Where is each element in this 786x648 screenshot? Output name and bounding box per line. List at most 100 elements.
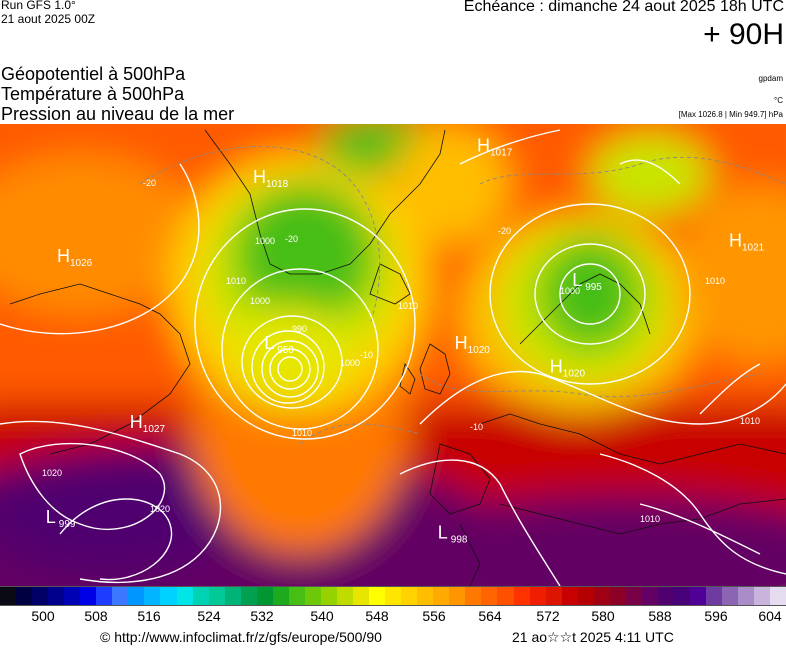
isobar-label: 990 [292, 324, 307, 334]
scale-tick-label: 564 [478, 608, 502, 624]
low-pressure-center: L 999 [46, 507, 76, 530]
isobar-labels: 1010 1010 1000 990 1000 1010 1000 1020 1020 1010 1… [42, 236, 760, 524]
center-type: L [438, 523, 448, 543]
scale-swatch [80, 587, 97, 605]
scale-swatch [513, 587, 530, 605]
center-type: H [729, 230, 742, 250]
scale-swatch [433, 587, 450, 605]
scale-tick-label: 556 [422, 608, 446, 624]
run-date: 21 aout 2025 00Z [1, 12, 96, 26]
center-type: L [264, 333, 274, 353]
scale-swatch [144, 587, 161, 605]
isobars [0, 129, 786, 586]
scale-swatch [336, 587, 354, 605]
scale-swatch [401, 587, 418, 605]
scale-swatch [722, 587, 739, 605]
scale-swatch [48, 587, 65, 605]
isobar-label: 1010 [398, 301, 418, 311]
high-pressure-center: H 1017 [477, 136, 513, 159]
scale-swatch [208, 587, 225, 605]
geopotential-field [0, 124, 786, 586]
temperature-labels: -20 -20 -20 -10 -10 [143, 178, 511, 432]
scale-tick-label: 604 [758, 608, 782, 624]
center-type: L [572, 270, 582, 290]
generation-time: 21 ao☆☆t 2025 4:11 UTC [512, 629, 674, 645]
scale-swatch [224, 587, 241, 605]
high-pressure-center: H 1021 [729, 230, 765, 253]
scale-tick-label: 500 [31, 608, 55, 624]
scale-swatch [96, 587, 113, 605]
scale-swatch [32, 587, 49, 605]
copyright-url[interactable]: © http://www.infoclimat.fr/z/gfs/europe/… [100, 629, 382, 645]
temp-unit: °C [774, 96, 783, 105]
low-pressure-center: L 995 [572, 270, 602, 293]
param-temperature: Température à 500hPa [1, 84, 185, 104]
weather-map[interactable]: H 1026 H 1018 H 1017 H 1021 H 1027 L 950 L 995 H 1020 H 1… [0, 124, 786, 586]
scale-swatch [64, 587, 81, 605]
scale-swatch [593, 587, 610, 605]
scale-swatch [369, 587, 386, 605]
scale-swatch [545, 587, 562, 605]
scale-swatch [706, 587, 723, 605]
scale-swatch [738, 587, 755, 605]
scale-tick-label: 532 [250, 608, 274, 624]
pressure-range: [Max 1026.8 | Min 949.7] hPa [678, 110, 783, 119]
high-pressure-center: H 1018 [253, 167, 289, 190]
color-scale-labels: 500 508 516 524 532 540 548 556 564 572 580 588 596 6… [0, 608, 786, 628]
color-scale [0, 586, 786, 606]
scale-tick-label: 596 [704, 608, 728, 624]
scale-swatch [240, 587, 257, 605]
scale-tick-label: 588 [648, 608, 672, 624]
scale-swatch [449, 587, 466, 605]
high-pressure-center: H 1026 [57, 246, 93, 269]
scale-tick-label: 516 [137, 608, 161, 624]
center-value: 995 [585, 282, 602, 293]
scale-swatch [673, 587, 691, 605]
scale-swatch [0, 587, 17, 605]
isobar-label: 1020 [150, 504, 170, 514]
center-type: H [130, 412, 143, 432]
scale-swatch [128, 587, 145, 605]
scale-swatch [16, 587, 33, 605]
center-value: 1018 [266, 179, 289, 190]
scale-swatch [625, 587, 642, 605]
center-type: H [455, 333, 468, 353]
center-type: H [253, 167, 266, 187]
scale-swatch [353, 587, 370, 605]
scale-swatch [288, 587, 305, 605]
center-type: L [46, 507, 56, 527]
scale-swatch [192, 587, 209, 605]
temperature-label: -20 [285, 234, 298, 244]
source-code: gpdam [758, 74, 783, 83]
scale-swatch [272, 587, 289, 605]
scale-swatch [320, 587, 337, 605]
center-type: H [57, 246, 70, 266]
scale-swatch [112, 587, 129, 605]
center-type: H [550, 357, 563, 377]
scale-swatch [256, 587, 273, 605]
isobar-label: 1010 [292, 428, 312, 438]
center-value: 998 [451, 535, 468, 546]
scale-swatch [657, 587, 674, 605]
scale-swatch [690, 587, 707, 605]
scale-tick-label: 540 [310, 608, 334, 624]
isobar-label: 1010 [226, 276, 246, 286]
isobar-label: 1010 [740, 416, 760, 426]
isobar-label: 1000 [250, 296, 270, 306]
scale-swatch [641, 587, 658, 605]
high-pressure-center: H 1027 [130, 412, 166, 435]
center-value: 1021 [742, 242, 765, 253]
scale-swatch [465, 587, 482, 605]
scale-tick-label: 508 [84, 608, 108, 624]
scale-swatch [176, 587, 193, 605]
run-label: Run GFS 1.0° [1, 0, 76, 12]
scale-swatch [160, 587, 177, 605]
scale-swatch [770, 587, 786, 605]
center-value: 999 [59, 519, 76, 530]
center-value: 1017 [490, 148, 513, 159]
scale-tick-label: 580 [591, 608, 615, 624]
center-value: 1020 [563, 369, 586, 380]
param-pressure: Pression au niveau de la mer [1, 104, 235, 124]
